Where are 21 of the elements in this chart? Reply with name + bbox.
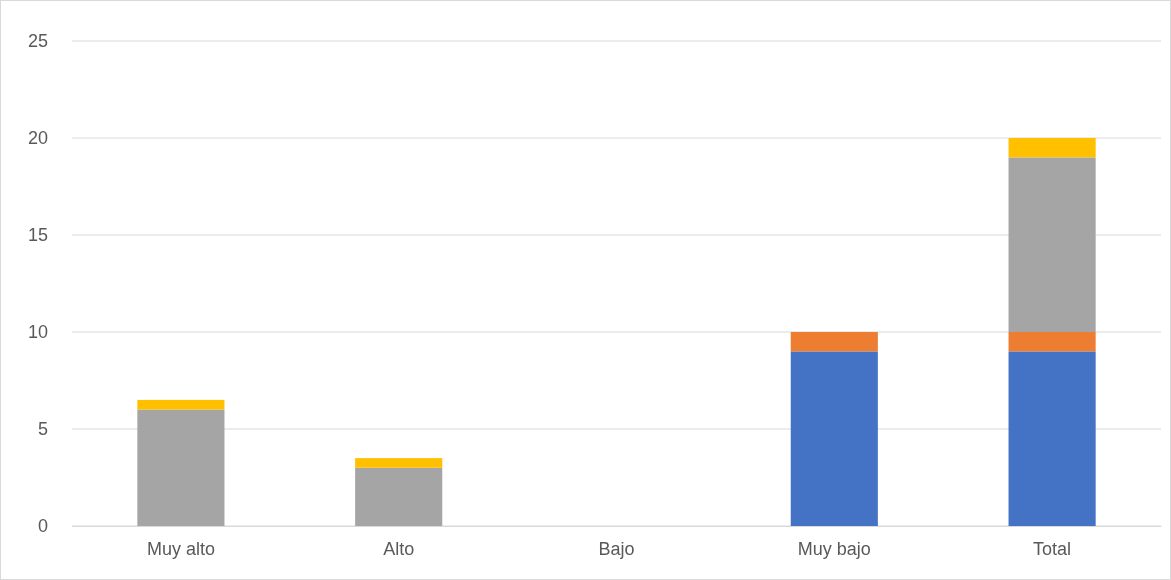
- bar: [137, 409, 225, 526]
- bar: [355, 467, 443, 526]
- bar: [1008, 351, 1096, 526]
- bar: [137, 399, 225, 410]
- x-tick-label: Muy bajo: [797, 538, 871, 559]
- x-tick-label: Bajo: [598, 538, 635, 559]
- y-tick-label: 5: [37, 419, 48, 440]
- y-tick-label: 0: [37, 516, 48, 537]
- y-tick-label: 25: [27, 31, 48, 52]
- x-tick-label: Muy alto: [146, 538, 215, 559]
- bar: [1008, 157, 1096, 332]
- bar: [355, 458, 443, 468]
- x-tick-label: Total: [1033, 538, 1072, 559]
- bar: [1008, 332, 1096, 352]
- y-tick-label: 15: [27, 225, 48, 246]
- x-tick-label: Alto: [383, 538, 415, 559]
- y-tick-label: 10: [27, 322, 48, 343]
- bar: [790, 351, 878, 526]
- y-tick-label: 20: [27, 128, 48, 149]
- bar: [1008, 138, 1096, 158]
- bar: [790, 332, 878, 352]
